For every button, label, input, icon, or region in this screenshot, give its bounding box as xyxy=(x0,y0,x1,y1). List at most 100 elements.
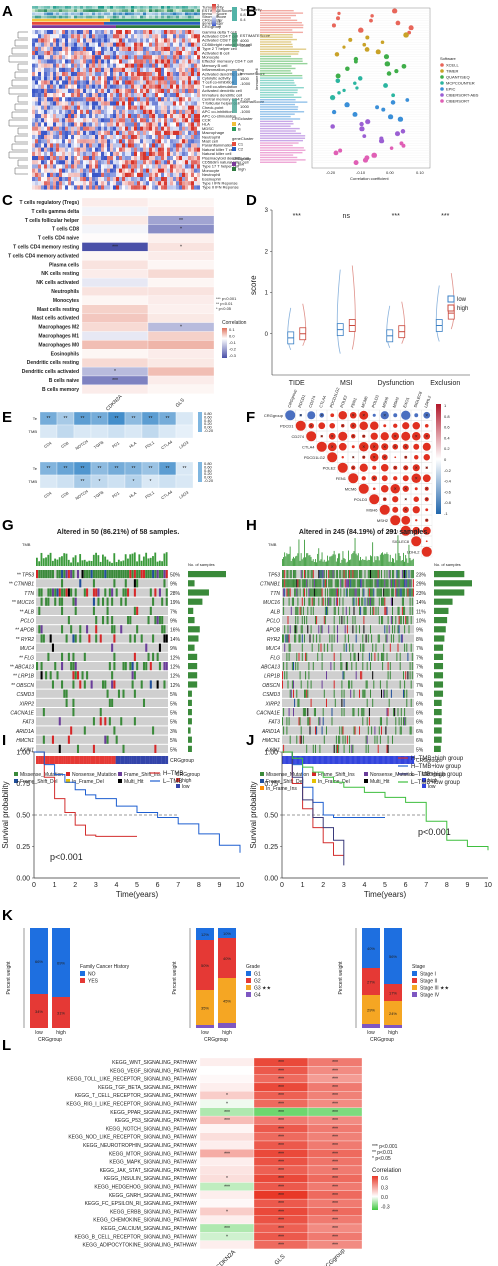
heatmap-cell xyxy=(47,185,50,190)
annotation-cell xyxy=(41,15,44,19)
heatmap-cell xyxy=(182,42,185,47)
heatmap-cell xyxy=(179,151,182,156)
heatmap-cell xyxy=(152,109,155,114)
annotation-cell xyxy=(119,15,122,19)
annotation-cell xyxy=(194,22,197,25)
heatmap-cell xyxy=(59,38,62,43)
heatmap-cell xyxy=(149,160,152,165)
heatmap-cell xyxy=(188,34,191,39)
heatmap-cell xyxy=(147,304,215,314)
heatmap-cell xyxy=(95,130,98,135)
heatmap-cell xyxy=(188,88,191,93)
heatmap-cell xyxy=(38,135,41,140)
legend-title: ESTIMATEScore xyxy=(240,33,271,38)
heatmap-cell xyxy=(98,34,101,39)
mutation-cell xyxy=(385,726,387,735)
annotation-cell xyxy=(101,6,104,9)
mutation-cell xyxy=(381,726,382,735)
annotation-cell xyxy=(143,18,146,22)
heatmap-cell xyxy=(140,42,143,47)
group-cell xyxy=(115,756,119,764)
mutation-cell xyxy=(376,735,378,744)
heatmap-cell xyxy=(167,160,170,165)
heatmap-cell xyxy=(179,97,182,102)
mutation-cell xyxy=(335,588,337,597)
legend-swatch xyxy=(260,772,264,776)
sig-star: *** xyxy=(112,378,118,384)
heatmap-cell xyxy=(77,30,80,35)
heatmap-cell xyxy=(104,122,107,127)
heatmap-cell xyxy=(173,147,176,152)
heatmap-cell xyxy=(56,177,59,182)
heatmap-cell xyxy=(164,143,167,148)
heatmap-cell xyxy=(128,93,131,98)
heatmap-cell xyxy=(95,67,98,72)
mutation-cell xyxy=(58,597,61,606)
mutation-cell xyxy=(363,588,365,597)
heatmap-cell xyxy=(38,42,41,47)
annotation-cell xyxy=(104,6,107,9)
annotation-cell xyxy=(197,25,200,28)
mutation-cell xyxy=(79,634,82,643)
legend-dot xyxy=(440,99,444,103)
tmb-bar xyxy=(335,561,337,566)
legend-dot xyxy=(440,93,444,97)
mutation-cell xyxy=(308,717,310,726)
mutation-cell xyxy=(289,588,291,597)
heatmap-cell xyxy=(140,151,143,156)
heatmap-cell xyxy=(125,118,128,123)
tmb-bar xyxy=(299,560,301,566)
heatmap-cell xyxy=(50,84,53,89)
heatmap-cell xyxy=(188,105,191,110)
heatmap-cell xyxy=(175,424,194,439)
heatmap-cell xyxy=(113,139,116,144)
mutation-cell xyxy=(392,735,393,744)
heatmap-cell xyxy=(56,80,59,85)
heatmap-cell xyxy=(176,160,179,165)
heatmap-cell xyxy=(104,55,107,60)
mutation-cell xyxy=(290,579,292,588)
mutation-cell xyxy=(312,570,314,579)
heatmap-cell xyxy=(116,72,119,77)
heatmap-cell xyxy=(53,76,56,81)
dendro-branch xyxy=(8,55,28,63)
heatmap-cell xyxy=(167,72,170,77)
corr-circle xyxy=(351,445,355,449)
mutation-cell xyxy=(136,579,139,588)
annotation-cell xyxy=(125,22,128,25)
group-cell xyxy=(102,756,105,764)
heatmap-cell xyxy=(197,51,200,56)
heatmap-cell xyxy=(179,156,182,161)
mutation-cell xyxy=(38,588,41,597)
heatmap-cell xyxy=(158,93,161,98)
heatmap-cell xyxy=(131,84,134,89)
mutation-cell xyxy=(393,588,395,597)
nonsig-mark: × xyxy=(352,455,355,461)
annotation-cell xyxy=(53,22,56,25)
heatmap-cell xyxy=(173,118,176,123)
heatmap-cell xyxy=(140,118,143,123)
heatmap-cell xyxy=(59,172,62,177)
heatmap-cell xyxy=(155,46,158,51)
mutation-cell xyxy=(282,634,283,643)
heatmap-cell xyxy=(119,164,122,169)
heatmap-cell xyxy=(101,34,104,39)
annotation-cell xyxy=(134,9,137,12)
tmb-bar xyxy=(115,562,118,566)
heatmap-cell xyxy=(131,114,134,119)
heatmap-cell xyxy=(95,84,98,89)
heatmap-cell xyxy=(59,63,62,68)
group-cell xyxy=(296,756,298,764)
heatmap-cell xyxy=(110,122,113,127)
corr-circle xyxy=(425,466,428,469)
heatmap-cell xyxy=(41,101,44,106)
heatmap-cell xyxy=(194,185,197,190)
heatmap-cell xyxy=(74,177,77,182)
mutation-cell xyxy=(365,735,367,744)
heatmap-cell xyxy=(92,38,95,43)
tmb-bar xyxy=(334,554,336,566)
heatmap-cell xyxy=(137,93,140,98)
heatmap-cell xyxy=(173,55,176,60)
dot xyxy=(342,45,346,49)
heatmap-cell xyxy=(176,122,179,127)
